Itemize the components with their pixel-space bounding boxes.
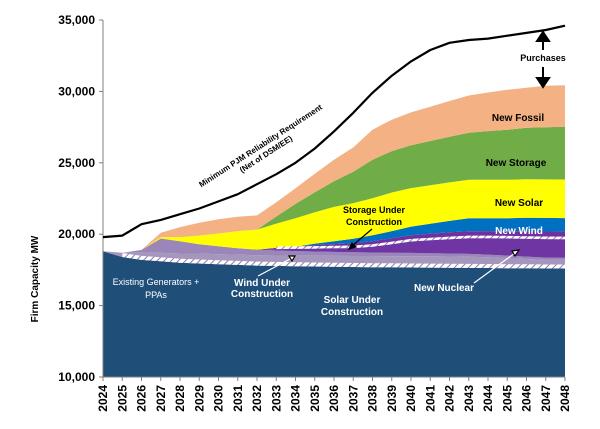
x-tick-label: 2031: [231, 385, 245, 412]
x-tick-label: 2027: [154, 385, 168, 412]
area-new_fossil: [103, 85, 565, 253]
x-tick-label: 2028: [173, 385, 187, 412]
label-wind-uc-line1: Wind Under: [234, 278, 290, 289]
pointer-lines: [257, 228, 521, 284]
y-tick-label: 15,000: [58, 299, 95, 313]
hatch-storage-uc-band: [276, 235, 565, 250]
area-new_wind: [103, 217, 565, 253]
area-solar_uc: [103, 238, 565, 260]
x-tick-label: 2034: [289, 385, 303, 412]
label-new-solar: New Solar: [495, 198, 543, 209]
x-tick-label: 2036: [327, 385, 341, 412]
y-axis-label: Firm Capacity MW: [30, 235, 41, 322]
x-tick-label: 2039: [385, 385, 399, 412]
x-tick-label: 2037: [346, 385, 360, 412]
hatch-overlays: [122, 235, 566, 269]
label-existing-line2: PPAs: [145, 290, 167, 300]
x-tick-label: 2046: [520, 385, 534, 412]
storage-uc-pointer-head: [347, 241, 358, 250]
x-tick-label: 2042: [443, 385, 457, 412]
arrows: [535, 30, 551, 89]
label-existing-line1: Existing Generators +: [113, 277, 200, 287]
label-solar-uc-line2: Construction: [321, 307, 383, 318]
x-tick-label: 2025: [115, 385, 129, 412]
x-tick-label: 2048: [558, 385, 572, 412]
label-new-nuclear: New Nuclear: [414, 283, 474, 294]
x-tick-label: 2045: [500, 385, 514, 412]
new-nuclear-pointer: [473, 252, 516, 284]
label-new-storage: New Storage: [486, 158, 547, 169]
x-tick-label: 2029: [192, 385, 206, 412]
x-tick-label: 2043: [462, 385, 476, 412]
x-tick-label: 2047: [539, 385, 553, 412]
label-storage-uc-line1: Storage Under: [343, 205, 406, 215]
axes: 10,000 15,000 20,000 25,000 30,000 35,000 2024…: [58, 13, 572, 412]
y-tick-label: 10,000: [58, 370, 95, 384]
purchases-arrow-down-head: [535, 77, 551, 89]
area-storage_uc: [103, 231, 565, 253]
x-tick-label: 2030: [212, 385, 226, 412]
label-new-fossil: New Fossil: [492, 113, 544, 124]
requirement-line-group: [102, 24, 566, 239]
area-existing: [103, 251, 565, 377]
label-wind-uc-line2: Construction: [231, 289, 293, 300]
x-tick-label: 2033: [269, 385, 283, 412]
stacked-areas: [103, 85, 565, 377]
label-solar-uc-line1: Solar Under: [324, 295, 381, 306]
x-tick-label: 2035: [308, 385, 322, 412]
y-tick-label: 20,000: [58, 227, 95, 241]
storage-uc-pointer: [351, 228, 373, 247]
purchases-arrow-up-head: [535, 30, 551, 42]
area-new_storage: [103, 126, 565, 253]
x-tick-label: 2040: [404, 385, 418, 412]
requirement-line: [102, 24, 566, 239]
area-new_solar: [103, 179, 565, 253]
new-nuclear-pointer-head: [511, 249, 521, 258]
area-wind_uc: [103, 238, 565, 258]
y-tick-label: 35,000: [58, 13, 95, 27]
x-tick-label: 2032: [250, 385, 264, 412]
label-new-wind: New Wind: [495, 226, 543, 237]
x-tick-label: 2044: [481, 385, 495, 412]
wind-uc-pointer-head: [287, 255, 297, 263]
x-tick-label: 2024: [96, 385, 110, 412]
y-tick-label: 30,000: [58, 84, 95, 98]
x-tick-label: 2041: [423, 385, 437, 412]
y-tick-label: 25,000: [58, 156, 95, 170]
label-storage-uc-line2: Construction: [346, 217, 402, 227]
x-tick-label: 2026: [135, 385, 149, 412]
requirement-label-line1: Minimum PJM Reliability Requirement: [197, 102, 324, 189]
hatch-existing-band: [122, 253, 566, 269]
x-tick-label: 2038: [366, 385, 380, 412]
label-purchases: Purchases: [520, 53, 566, 63]
wind-uc-pointer: [257, 257, 293, 277]
